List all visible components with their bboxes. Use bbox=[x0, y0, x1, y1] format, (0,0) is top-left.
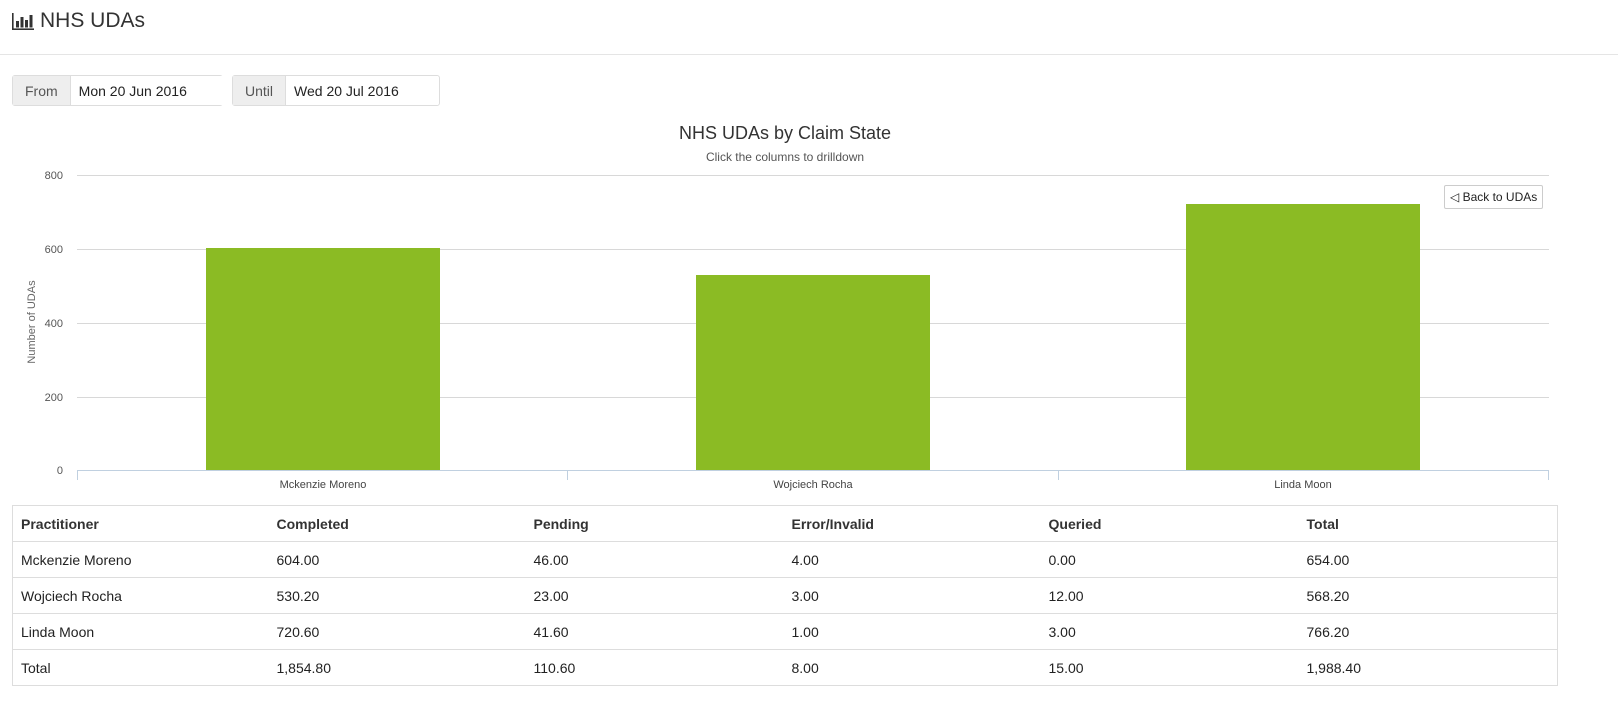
y-tick-label: 400 bbox=[44, 318, 63, 330]
until-date-group: Until bbox=[232, 75, 440, 106]
cell-queried: 12.00 bbox=[1040, 577, 1299, 614]
bar-linda-moon[interactable] bbox=[1186, 204, 1420, 471]
x-tick bbox=[567, 470, 568, 480]
column-header: Practitioner bbox=[12, 505, 269, 542]
cell-pending: 46.00 bbox=[525, 541, 784, 578]
column-header: Total bbox=[1298, 505, 1558, 542]
x-tick bbox=[1548, 470, 1549, 480]
until-date-input[interactable] bbox=[286, 76, 439, 105]
cell-practitioner: Linda Moon bbox=[12, 613, 269, 650]
cell-queried: 15.00 bbox=[1040, 649, 1299, 686]
y-tick-label: 600 bbox=[44, 244, 63, 256]
cell-error-invalid: 1.00 bbox=[783, 613, 1041, 650]
cell-total: 766.20 bbox=[1298, 613, 1558, 650]
cell-pending: 23.00 bbox=[525, 577, 784, 614]
page-title: NHS UDAs bbox=[12, 9, 145, 33]
cell-practitioner: Wojciech Rocha bbox=[12, 577, 269, 614]
cell-error-invalid: 4.00 bbox=[783, 541, 1041, 578]
cell-completed: 604.00 bbox=[268, 541, 526, 578]
x-axis-line bbox=[77, 470, 1549, 471]
chart-subtitle: Click the columns to drilldown bbox=[705, 150, 865, 164]
table-row: Linda Moon 720.60 41.60 1.00 3.00 766.20 bbox=[12, 613, 1558, 650]
cell-practitioner: Total bbox=[12, 649, 269, 686]
x-tick-label: Linda Moon bbox=[1274, 479, 1332, 491]
y-axis-title: Number of UDAs bbox=[26, 280, 38, 364]
table-row: Mckenzie Moreno 604.00 46.00 4.00 0.00 6… bbox=[12, 541, 1558, 578]
x-tick bbox=[1058, 470, 1059, 480]
cell-pending: 41.60 bbox=[525, 613, 784, 650]
cell-error-invalid: 3.00 bbox=[783, 577, 1041, 614]
cell-queried: 3.00 bbox=[1040, 613, 1299, 650]
cell-completed: 530.20 bbox=[268, 577, 526, 614]
chart-title: NHS UDAs by Claim State bbox=[678, 123, 892, 143]
udas-table: Practitioner Completed Pending Error/Inv… bbox=[12, 505, 1558, 686]
x-tick-label: Wojciech Rocha bbox=[773, 479, 853, 491]
column-header: Completed bbox=[268, 505, 526, 542]
gridline bbox=[77, 175, 1549, 176]
until-label: Until bbox=[233, 76, 287, 105]
cell-total: 568.20 bbox=[1298, 577, 1558, 614]
from-date-group: From bbox=[12, 75, 225, 106]
table-header-row: Practitioner Completed Pending Error/Inv… bbox=[12, 505, 1558, 542]
x-tick bbox=[77, 470, 78, 480]
y-tick-label: 200 bbox=[44, 392, 63, 404]
bar-chart-icon bbox=[12, 12, 34, 30]
column-header: Queried bbox=[1040, 505, 1299, 542]
from-date-input[interactable] bbox=[70, 76, 225, 105]
bar-wojciech-rocha[interactable] bbox=[696, 274, 930, 471]
from-label: From bbox=[13, 76, 71, 105]
table-row: Wojciech Rocha 530.20 23.00 3.00 12.00 5… bbox=[12, 577, 1558, 614]
y-tick-label: 0 bbox=[56, 465, 63, 477]
cell-total: 1,988.40 bbox=[1298, 649, 1558, 686]
cell-total: 654.00 bbox=[1298, 541, 1558, 578]
page-header: NHS UDAs bbox=[0, 0, 1618, 55]
cell-queried: 0.00 bbox=[1040, 541, 1299, 578]
cell-pending: 110.60 bbox=[525, 649, 784, 686]
cell-error-invalid: 8.00 bbox=[783, 649, 1041, 686]
cell-completed: 720.60 bbox=[268, 613, 526, 650]
table-total-row: Total 1,854.80 110.60 8.00 15.00 1,988.4… bbox=[12, 649, 1558, 686]
column-header: Pending bbox=[525, 505, 784, 542]
column-header: Error/Invalid bbox=[783, 505, 1041, 542]
page-title-text: NHS UDAs bbox=[40, 9, 146, 32]
x-tick-label: Mckenzie Moreno bbox=[279, 479, 367, 491]
back-to-udas-button[interactable]: ◁ Back to UDAs bbox=[1444, 185, 1544, 209]
bar-mckenzie-moreno[interactable] bbox=[206, 247, 440, 471]
cell-practitioner: Mckenzie Moreno bbox=[12, 541, 269, 578]
y-tick-label: 800 bbox=[44, 170, 63, 182]
gridline bbox=[77, 249, 1549, 250]
cell-completed: 1,854.80 bbox=[268, 649, 526, 686]
